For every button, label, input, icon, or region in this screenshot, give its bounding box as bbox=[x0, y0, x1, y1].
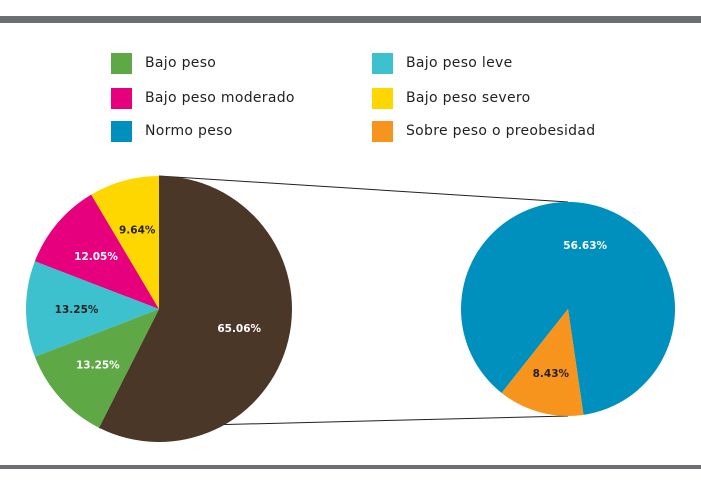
secondary-pie: 56.63% 8.43% bbox=[461, 201, 676, 416]
main-pie: 65.06% 13.25% 13.25% 12.05% 9.64% bbox=[26, 176, 293, 442]
legend: Bajo peso Bajo peso leve Bajo peso moder… bbox=[0, 0, 701, 150]
top-rule bbox=[0, 16, 701, 23]
legend-item-sobre-peso: Sobre peso o preobesidad bbox=[372, 120, 595, 142]
secondary-pie-slice-normo-peso bbox=[461, 201, 676, 415]
legend-label: Bajo peso severo bbox=[406, 90, 531, 106]
main-pie-slice-sobre-peso-o-preobesidad-normo-peso bbox=[99, 176, 293, 442]
legend-item-bajo-peso-leve: Bajo peso leve bbox=[372, 52, 513, 74]
main-pie-data-label: 13.25% bbox=[55, 304, 99, 316]
main-pie-data-label: 13.25% bbox=[76, 359, 120, 371]
legend-swatch bbox=[372, 52, 393, 74]
legend-label: Bajo peso moderado bbox=[145, 90, 295, 106]
connector-line-top bbox=[158, 175, 569, 203]
legend-swatch bbox=[111, 120, 132, 142]
secondary-pie-slice-sobre-peso-o-preobesidad bbox=[501, 309, 584, 416]
legend-label: Normo peso bbox=[145, 123, 233, 139]
legend-swatch bbox=[111, 52, 132, 74]
main-pie-slice-bajo-peso-leve bbox=[26, 261, 159, 357]
legend-swatch bbox=[111, 87, 132, 109]
secondary-pie-data-label: 8.43% bbox=[533, 368, 570, 380]
main-pie-slice-bajo-peso bbox=[34, 309, 159, 428]
legend-item-normo-peso: Normo peso bbox=[111, 120, 233, 142]
legend-label: Bajo peso leve bbox=[406, 55, 513, 71]
secondary-pie-data-label: 56.63% bbox=[563, 240, 607, 252]
legend-item-bajo-peso-moderado: Bajo peso moderado bbox=[111, 87, 295, 109]
legend-item-bajo-peso: Bajo peso bbox=[111, 52, 216, 74]
main-pie-data-label: 12.05% bbox=[74, 251, 118, 263]
bottom-rule bbox=[0, 465, 701, 469]
main-pie-data-label: 9.64% bbox=[119, 224, 156, 236]
legend-swatch bbox=[372, 120, 393, 142]
main-pie-slice-bajo-peso-severo bbox=[91, 176, 159, 309]
main-pie-slice-bajo-peso-moderado bbox=[34, 194, 159, 309]
legend-label: Sobre peso o preobesidad bbox=[406, 123, 596, 139]
legend-swatch bbox=[372, 87, 393, 109]
main-pie-data-label: 65.06% bbox=[217, 323, 261, 335]
legend-item-bajo-peso-severo: Bajo peso severo bbox=[372, 87, 531, 109]
legend-label: Bajo peso bbox=[145, 55, 217, 71]
